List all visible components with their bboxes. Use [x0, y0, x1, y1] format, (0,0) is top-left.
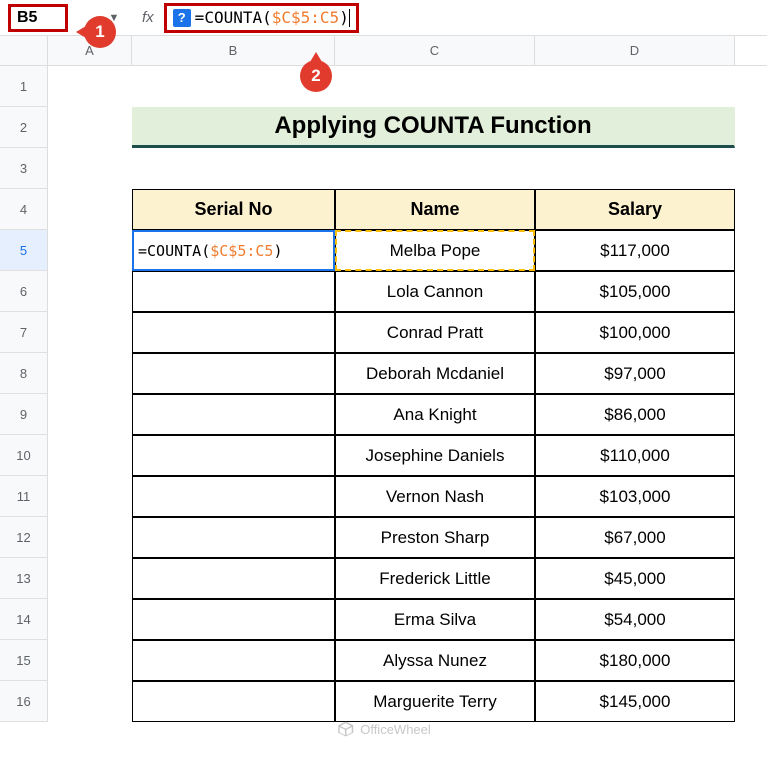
table-cell[interactable]: $67,000 [535, 517, 735, 558]
row-header[interactable]: 2 [0, 107, 48, 148]
table-cell[interactable]: $100,000 [535, 312, 735, 353]
row-header[interactable]: 9 [0, 394, 48, 435]
col-header-D[interactable]: D [535, 36, 735, 65]
row-header[interactable]: 16 [0, 681, 48, 722]
formula-text: =COUNTA($C$5:C5) [195, 8, 350, 28]
table-cell[interactable]: Frederick Little [335, 558, 535, 599]
table-cell[interactable] [132, 394, 335, 435]
watermark-logo-icon [336, 720, 354, 738]
table-cell[interactable]: Ana Knight [335, 394, 535, 435]
table-cell[interactable]: $110,000 [535, 435, 735, 476]
table-cell[interactable]: Josephine Daniels [335, 435, 535, 476]
callout-2: 2 [300, 60, 332, 92]
table-cell[interactable] [132, 558, 335, 599]
table-cell[interactable]: $45,000 [535, 558, 735, 599]
table-cell[interactable]: $105,000 [535, 271, 735, 312]
table-cell[interactable] [132, 353, 335, 394]
table-cell[interactable]: Lola Cannon [335, 271, 535, 312]
formula-help-icon[interactable]: ? [173, 9, 191, 27]
header-serial[interactable]: Serial No [132, 189, 335, 230]
table-cell[interactable] [132, 312, 335, 353]
name-box[interactable]: B5 [8, 4, 68, 32]
select-all-corner[interactable] [0, 36, 48, 65]
row-header[interactable]: 8 [0, 353, 48, 394]
row-header[interactable]: 4 [0, 189, 48, 230]
table-cell[interactable]: Preston Sharp [335, 517, 535, 558]
col-header-B[interactable]: B [132, 36, 335, 65]
table-cell[interactable]: $54,000 [535, 599, 735, 640]
row-header[interactable]: 5 [0, 230, 48, 271]
row-header[interactable]: 7 [0, 312, 48, 353]
table-cell[interactable]: Deborah Mcdaniel [335, 353, 535, 394]
row-header[interactable]: 11 [0, 476, 48, 517]
table-cell[interactable]: $145,000 [535, 681, 735, 722]
table-cell[interactable]: Alyssa Nunez [335, 640, 535, 681]
row-header[interactable]: 15 [0, 640, 48, 681]
cells-area[interactable]: Applying COUNTA Function Serial No Name … [48, 66, 767, 722]
header-name[interactable]: Name [335, 189, 535, 230]
active-cell-B5[interactable]: =COUNTA($C$5:C5) [132, 230, 335, 271]
fx-icon: fx [142, 9, 154, 26]
watermark-text: OfficeWheel [360, 722, 431, 737]
table-cell[interactable] [132, 476, 335, 517]
row-header[interactable]: 12 [0, 517, 48, 558]
table-cell[interactable]: $103,000 [535, 476, 735, 517]
table-cell[interactable]: Vernon Nash [335, 476, 535, 517]
table-cell[interactable]: $97,000 [535, 353, 735, 394]
table-cell[interactable] [132, 271, 335, 312]
table-cell[interactable]: Marguerite Terry [335, 681, 535, 722]
callout-1: 1 [84, 16, 116, 48]
table-cell[interactable] [132, 599, 335, 640]
row-headers: 1 2 3 4 5 6 7 8 9 10 11 12 13 14 15 16 [0, 66, 48, 722]
table-cell[interactable]: $86,000 [535, 394, 735, 435]
table-cell[interactable] [132, 681, 335, 722]
grid-body: 1 2 3 4 5 6 7 8 9 10 11 12 13 14 15 16 A… [0, 66, 767, 722]
header-salary[interactable]: Salary [535, 189, 735, 230]
table-cell[interactable] [132, 640, 335, 681]
row-header[interactable]: 6 [0, 271, 48, 312]
table-cell[interactable]: Erma Silva [335, 599, 535, 640]
row-header[interactable]: 1 [0, 66, 48, 107]
table-cell[interactable] [132, 435, 335, 476]
table-cell[interactable]: $117,000 [535, 230, 735, 271]
row-header[interactable]: 10 [0, 435, 48, 476]
row-header[interactable]: 13 [0, 558, 48, 599]
table-cell[interactable] [132, 517, 335, 558]
watermark: OfficeWheel [336, 720, 431, 738]
table-cell[interactable]: Melba Pope [335, 230, 535, 271]
col-header-C[interactable]: C [335, 36, 535, 65]
title-cell[interactable]: Applying COUNTA Function [132, 107, 735, 148]
table-cell[interactable]: Conrad Pratt [335, 312, 535, 353]
row-header[interactable]: 3 [0, 148, 48, 189]
row-header[interactable]: 14 [0, 599, 48, 640]
column-headers: A B C D [0, 36, 767, 66]
table-cell[interactable]: $180,000 [535, 640, 735, 681]
formula-input[interactable]: ? =COUNTA($C$5:C5) [164, 3, 359, 33]
